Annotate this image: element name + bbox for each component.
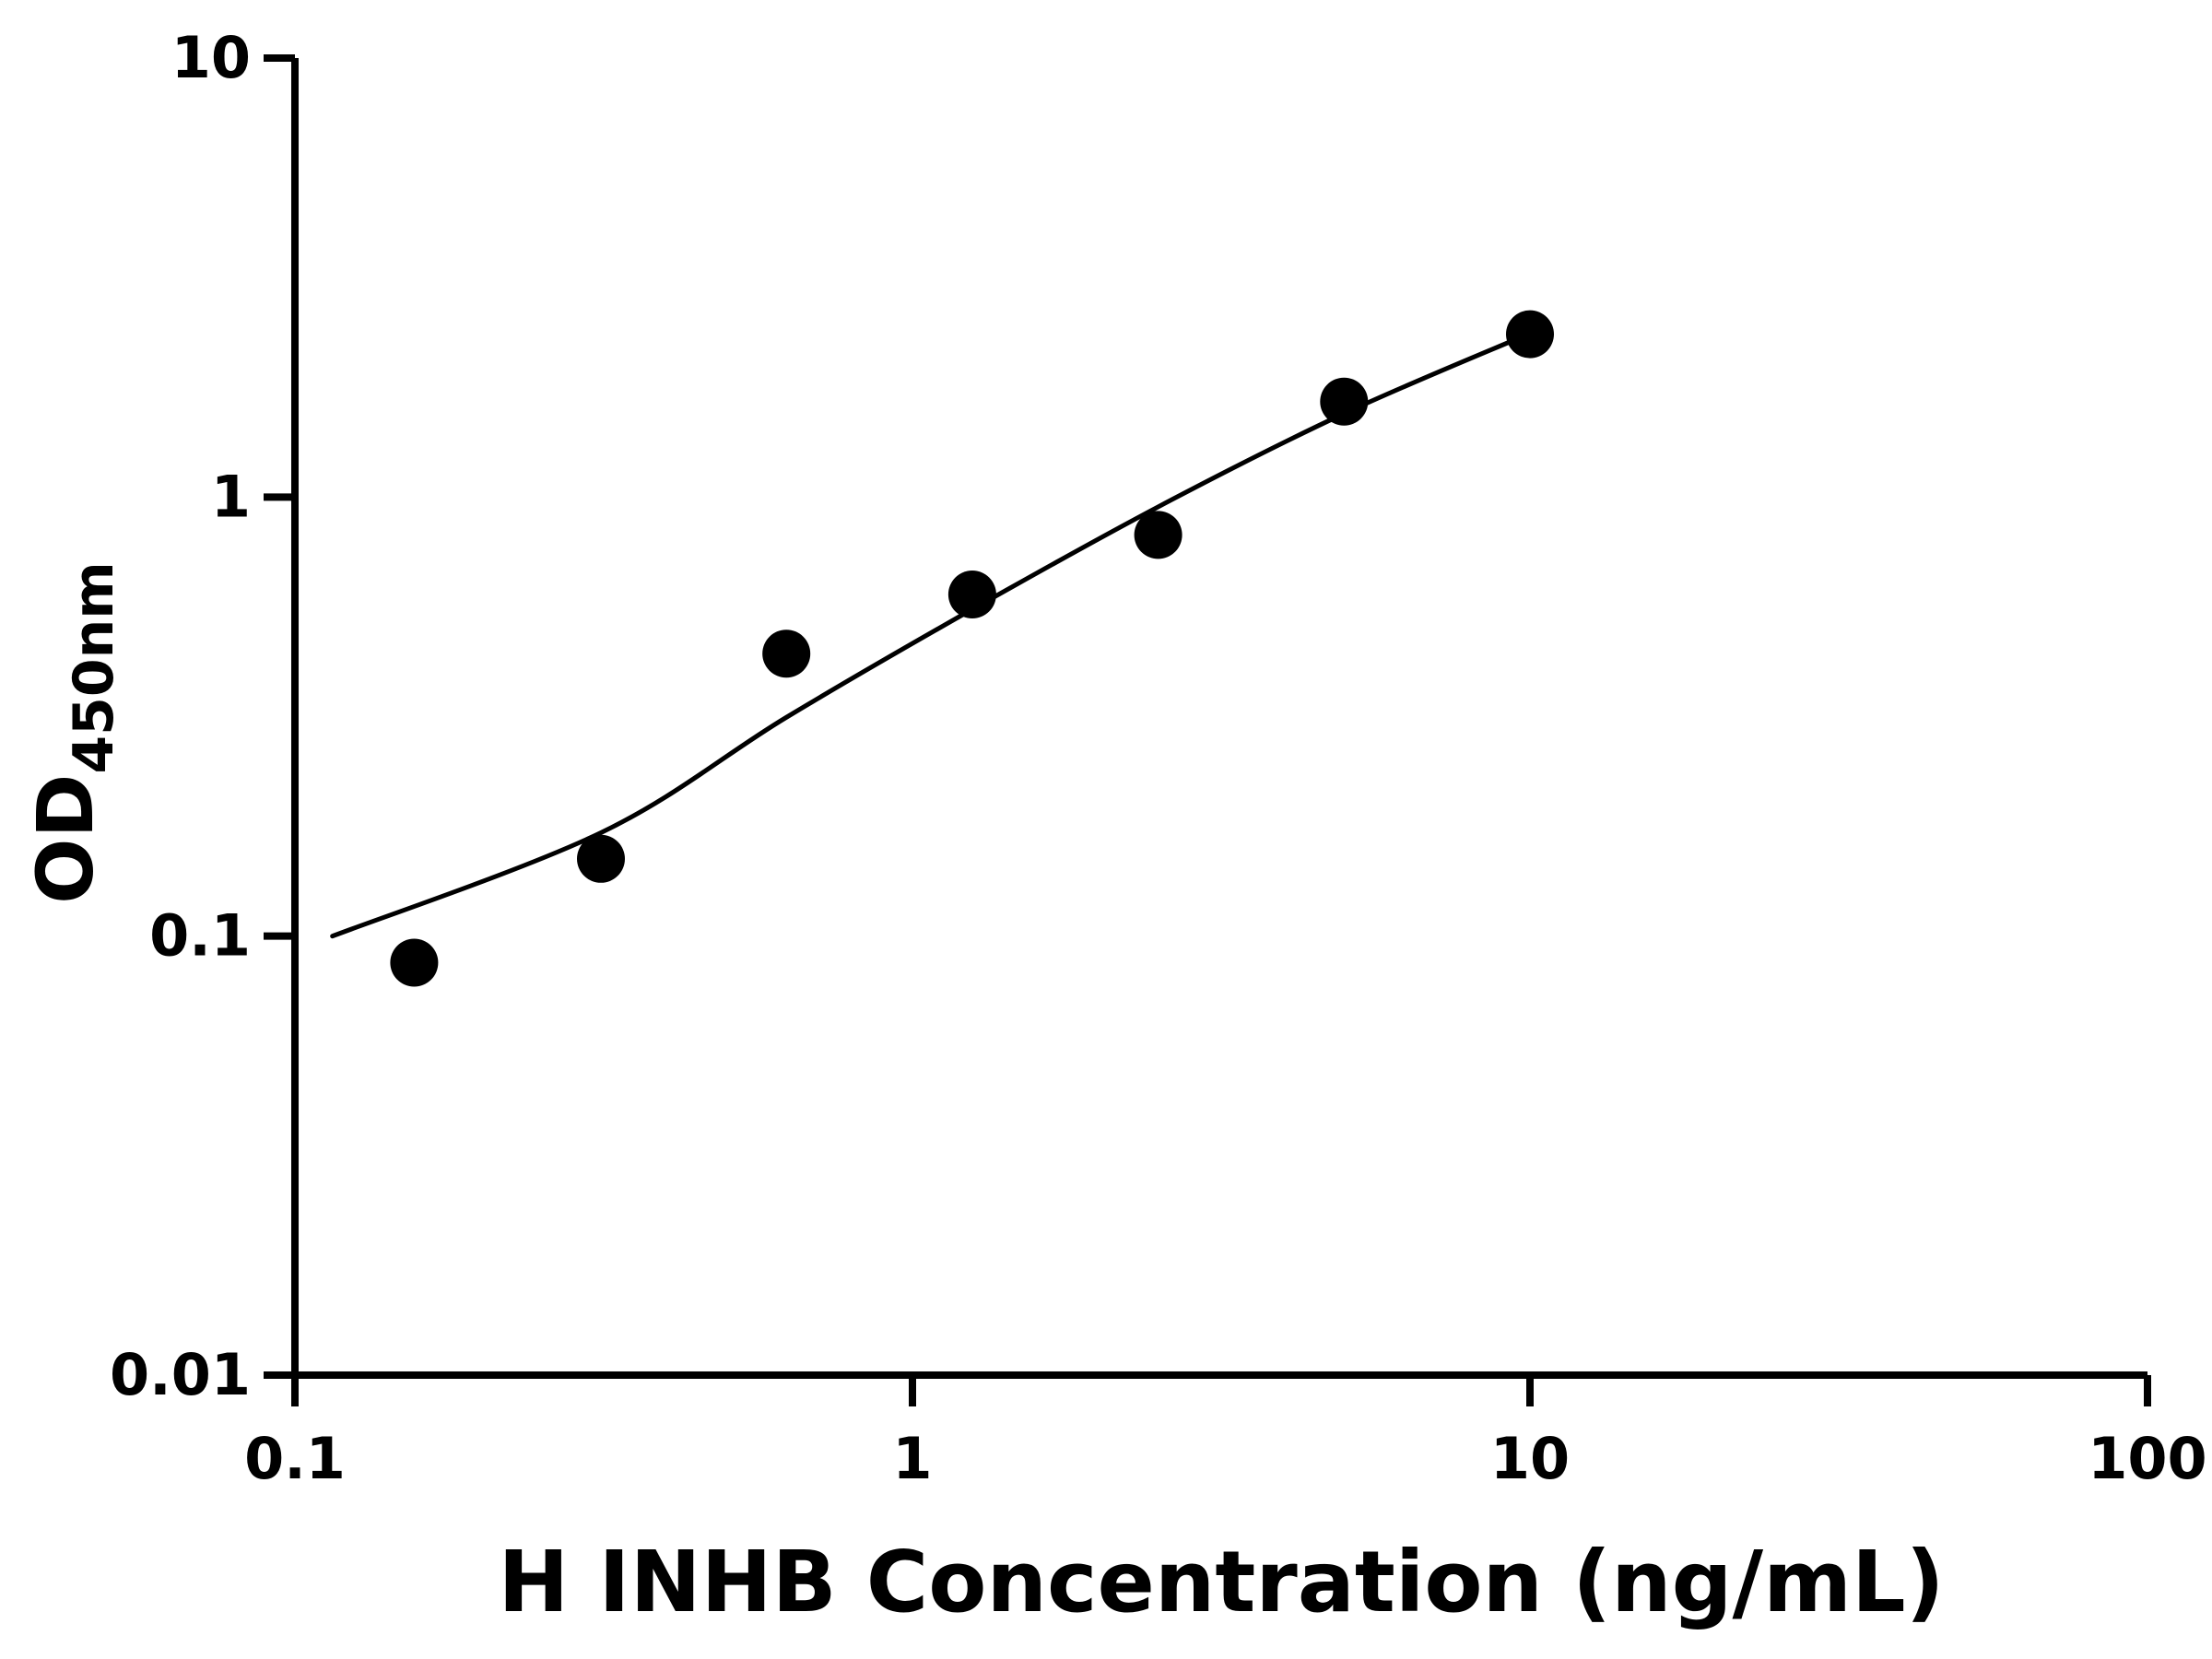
y-axis-title-sub: 450nm [62, 561, 126, 773]
x-axis-title: H INHB Concentration (ng/mL) [498, 1533, 1944, 1631]
plot-area: 0.1 1 10 100 0.01 0.1 1 10 [110, 24, 2207, 1492]
data-point [762, 629, 811, 678]
x-axis-ticks [291, 1375, 2151, 1406]
y-axis-title-main: OD [20, 774, 111, 904]
y-axis-tick-label: 0.01 [110, 1341, 251, 1408]
y-axis-tick-labels: 0.01 0.1 1 10 [110, 24, 251, 1408]
y-axis-ticks [264, 54, 295, 1379]
y-axis-title: OD450nm [20, 561, 126, 904]
data-point [947, 571, 996, 618]
x-axis-tick-label: 100 [2088, 1425, 2206, 1492]
data-point [577, 834, 625, 883]
data-point [390, 938, 439, 987]
x-axis-tick-label: 1 [892, 1425, 932, 1492]
x-axis-tick-label: 0.1 [244, 1425, 346, 1492]
y-axis-tick-label: 10 [171, 24, 251, 91]
y-axis-tick-label: 0.1 [149, 902, 251, 970]
data-points [390, 310, 1554, 987]
data-point [1506, 310, 1554, 359]
y-axis-tick-label: 1 [211, 463, 251, 530]
data-point [1320, 377, 1369, 426]
data-point [1134, 511, 1182, 559]
x-axis-tick-label: 10 [1490, 1425, 1570, 1492]
x-axis-tick-labels: 0.1 1 10 100 [244, 1425, 2207, 1492]
axis-lines [291, 58, 2147, 1379]
